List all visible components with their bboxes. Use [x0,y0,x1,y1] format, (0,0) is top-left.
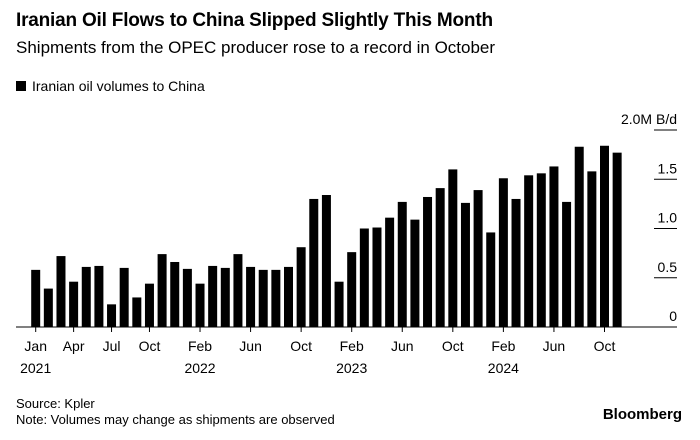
bar [56,256,66,327]
bar [309,198,319,327]
x-tick-label: Feb [188,338,212,354]
bar [220,267,230,327]
bar [31,269,41,327]
bar [258,269,268,327]
bar [423,196,433,327]
x-tick-label: Jan [24,338,47,354]
bar [435,188,445,327]
bar [271,269,281,327]
bar [359,228,369,327]
bar [600,145,609,327]
y-tick-label: 1.0 [658,210,678,226]
bar [486,232,496,327]
bar [69,281,79,327]
bar [498,178,508,327]
x-tick-label: Oct [594,338,616,354]
x-tick-label: Feb [340,338,364,354]
bar [208,265,218,327]
bar [157,254,167,327]
bar [233,254,243,327]
y-tick-label: 0.5 [658,259,678,275]
bar [81,266,91,327]
bar [170,261,180,327]
x-tick-label: Oct [139,338,161,354]
bar [246,266,256,327]
bar [144,283,154,327]
bar [448,169,458,327]
legend: Iranian oil volumes to China [16,78,205,94]
x-tick-year-label: 2021 [20,360,51,376]
bar [410,219,420,327]
bar [549,166,559,327]
bar [347,252,357,327]
x-tick-year-label: 2022 [184,360,215,376]
bar [562,201,572,327]
bar [43,288,53,327]
x-tick-label: Jun [239,338,262,354]
x-tick-label: Feb [491,338,515,354]
bar [460,202,470,327]
x-tick-label: Apr [63,338,85,354]
chart-subtitle: Shipments from the OPEC producer rose to… [16,38,496,57]
bar [132,297,142,327]
bar [587,171,597,327]
bar [397,201,407,327]
x-tick-year-label: 2023 [336,360,367,376]
bar [372,227,382,327]
x-tick-label: Jun [543,338,566,354]
footnote: Note: Volumes may change as shipments ar… [16,412,335,427]
x-tick-label: Jun [391,338,414,354]
x-tick-year-label: 2024 [488,360,519,376]
bar [119,267,129,327]
bar [321,195,331,327]
bar [524,175,534,327]
bloomberg-logo: Bloomberg [602,406,682,423]
bar [574,146,584,327]
bar [284,266,293,327]
bar [536,173,546,327]
bar [511,198,521,327]
bar [612,152,622,327]
bar [473,190,483,327]
x-tick-label: Jul [103,338,121,354]
bar [334,281,344,327]
chart-title: Iranian Oil Flows to China Slipped Sligh… [16,10,493,31]
source-note: Source: Kpler [16,396,95,411]
bar [182,268,192,327]
bar [94,265,104,327]
y-tick-label: 1.5 [658,160,678,176]
legend-label: Iranian oil volumes to China [32,78,205,94]
bar [385,217,395,327]
y-tick-label: 0 [669,308,677,324]
legend-swatch [16,81,26,91]
bar [107,304,117,327]
x-tick-label: Oct [442,338,464,354]
bar [296,247,306,327]
y-tick-label: 2.0M B/d [621,111,677,127]
x-tick-label: Oct [290,338,312,354]
bar [195,283,205,327]
